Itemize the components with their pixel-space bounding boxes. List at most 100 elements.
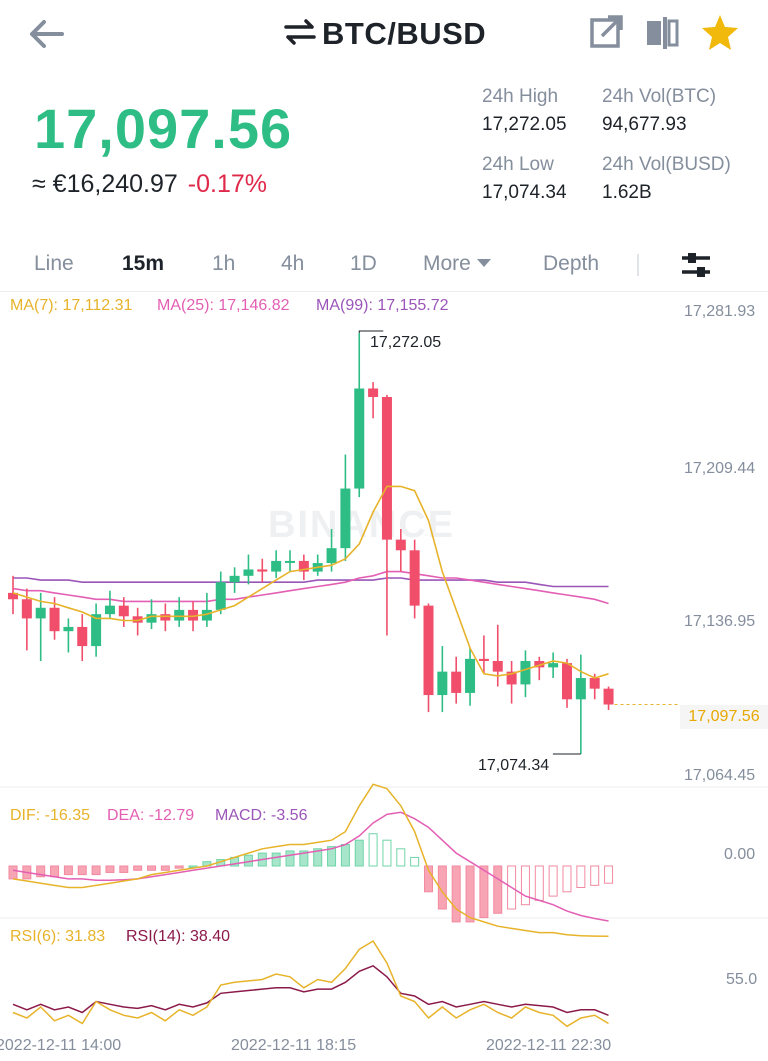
candle-body <box>35 607 46 619</box>
tab-1d[interactable]: 1D <box>350 252 377 275</box>
macd-histogram-bar <box>119 865 129 873</box>
rsi14-line <box>12 964 609 1016</box>
tabs-divider <box>0 291 768 292</box>
arrow-left-icon[interactable] <box>26 16 66 52</box>
pair-title: BTC/BUSD <box>322 16 487 51</box>
candle-body <box>395 539 406 551</box>
candle-body <box>340 488 351 549</box>
dea-line <box>12 811 609 922</box>
star-icon[interactable] <box>700 12 740 57</box>
macd-histogram-bar <box>174 865 184 869</box>
high-annotation: 17,272.05 <box>370 334 442 351</box>
candle-body <box>478 658 489 661</box>
pair-selector[interactable]: BTC/BUSD <box>284 14 486 54</box>
candle-body <box>465 658 476 693</box>
interval-tabs: Line 15m 1h 4h 1D More Depth <box>0 240 768 290</box>
top-bar: BTC/BUSD <box>0 0 768 70</box>
y-tick-label: 17,136.95 <box>684 613 756 630</box>
candle-body <box>63 626 74 632</box>
caret-down-icon <box>476 259 491 267</box>
y-tick-label: 17,209.44 <box>684 460 756 477</box>
candle-body <box>381 397 392 540</box>
macd-histogram-bar <box>507 865 517 910</box>
macd-histogram-bar <box>8 865 18 880</box>
candle-body <box>548 663 559 668</box>
swap-arrows-icon <box>284 18 316 50</box>
macd-histogram-bar <box>133 865 143 871</box>
ma25-line <box>12 570 609 605</box>
candle-body <box>492 660 503 672</box>
macd-histogram-bar <box>451 865 461 923</box>
macd-histogram-bar <box>91 865 101 876</box>
candle-body <box>146 614 157 623</box>
macd-histogram-bar <box>285 850 295 867</box>
candle-body <box>506 671 517 685</box>
y-tick-label: 17,064.45 <box>684 767 756 784</box>
macd-histogram-bar <box>147 865 156 871</box>
macd-histogram-bar <box>160 865 170 871</box>
x-tick-label: 2022-12-11 14:00 <box>0 1037 122 1054</box>
vol-busd-label: 24h Vol(BUSD) <box>602 154 731 175</box>
tab-more-label: More <box>423 252 471 275</box>
candle-body <box>118 605 129 617</box>
macd-zero-label: 0.00 <box>724 846 756 863</box>
candle-body <box>534 660 545 668</box>
low-annotation: 17,074.34 <box>478 757 550 774</box>
candle-body <box>271 560 282 572</box>
macd-histogram-bar <box>105 865 115 873</box>
ma25-legend: MA(25): 17,146.82 <box>157 297 290 314</box>
candle-body <box>132 616 143 623</box>
candle-body <box>285 560 295 563</box>
macd-histogram-bar <box>50 865 60 878</box>
macd-histogram-bar <box>354 839 364 867</box>
macd-histogram-bar <box>77 865 87 876</box>
split-view-icon[interactable] <box>644 14 680 55</box>
tab-more[interactable]: More <box>423 252 491 276</box>
low-label: 24h Low <box>482 154 554 175</box>
ma7-line <box>12 485 609 679</box>
rsi-level-label: 55.0 <box>726 971 758 988</box>
candle-body <box>423 605 434 696</box>
candle-body <box>243 569 254 576</box>
vol-busd-value: 1.62B <box>602 182 652 203</box>
tab-15m[interactable]: 15m <box>122 252 165 275</box>
share-icon[interactable] <box>588 14 624 55</box>
macd-histogram-bar <box>562 865 572 893</box>
vol-btc-value: 94,677.93 <box>602 114 687 135</box>
x-tick-label: 2022-12-11 22:30 <box>486 1037 612 1054</box>
ma7-legend: MA(7): 17,112.31 <box>10 297 133 314</box>
ma99-line <box>13 577 609 588</box>
macd-histogram-bar <box>396 848 406 867</box>
candle-body <box>368 388 379 398</box>
tab-4h[interactable]: 4h <box>281 252 305 275</box>
macd-histogram-bar <box>493 865 503 914</box>
candle-body <box>201 609 212 621</box>
macd-histogram-bar <box>368 833 378 867</box>
macd-histogram-bar <box>590 865 600 886</box>
candle-body <box>104 605 115 615</box>
tab-line[interactable]: Line <box>34 252 74 275</box>
y-tick-label: 17,281.93 <box>684 303 756 320</box>
price-change: -0.17% <box>187 170 268 198</box>
candle-body <box>174 609 185 621</box>
rsi6-legend: RSI(6): 31.83 <box>10 928 106 945</box>
candle-body <box>188 609 199 621</box>
candle-body <box>229 575 240 583</box>
macd-histogram-bar <box>382 839 392 867</box>
sliders-icon[interactable] <box>680 250 712 285</box>
high-value: 17,272.05 <box>482 114 567 135</box>
tab-1h[interactable]: 1h <box>212 252 236 275</box>
candle-body <box>562 663 572 700</box>
macd-histogram-bar <box>465 865 475 923</box>
macd-histogram-bar <box>36 865 46 878</box>
candle-body <box>451 671 462 693</box>
tab-depth[interactable]: Depth <box>543 252 600 275</box>
candle-body <box>520 660 531 685</box>
dif-legend: DIF: -16.35 <box>10 807 91 824</box>
macd-histogram-bar <box>437 865 447 910</box>
fiat-price: ≈ €16,240.97 <box>32 170 178 198</box>
candle-body <box>8 592 18 600</box>
rsi14-legend: RSI(14): 38.40 <box>126 928 231 945</box>
macd-histogram-bar <box>604 865 614 884</box>
